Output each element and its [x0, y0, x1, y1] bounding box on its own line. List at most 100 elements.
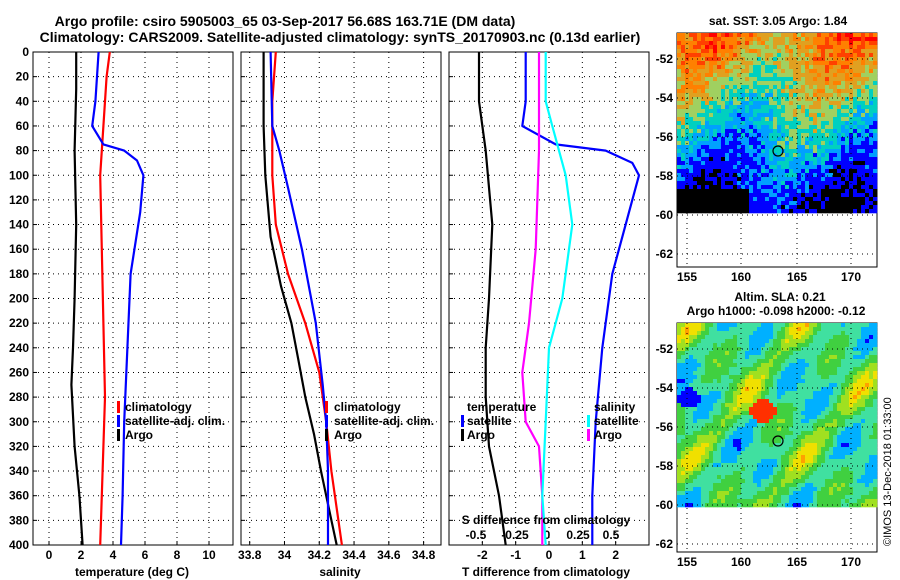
- heatmap-cell: [685, 359, 690, 364]
- heatmap-cell: [701, 197, 706, 202]
- heatmap-cell: [777, 85, 782, 90]
- heatmap-cell: [857, 89, 862, 94]
- heatmap-cell: [713, 165, 718, 170]
- heatmap-cell: [705, 157, 710, 162]
- heatmap-cell: [745, 327, 750, 332]
- heatmap-cell: [789, 455, 794, 460]
- heatmap-cell: [801, 205, 806, 210]
- heatmap-cell: [713, 189, 718, 194]
- heatmap-cell: [813, 105, 818, 110]
- heatmap-cell: [753, 483, 758, 488]
- heatmap-cell: [857, 439, 862, 444]
- heatmap-cell: [765, 169, 770, 174]
- heatmap-cell: [861, 443, 866, 448]
- heatmap-cell: [785, 323, 790, 328]
- heatmap-cell: [717, 427, 722, 432]
- heatmap-cell: [841, 347, 846, 352]
- heatmap-cell: [693, 109, 698, 114]
- heatmap-cell: [869, 73, 874, 78]
- heatmap-cell: [773, 331, 778, 336]
- heatmap-cell: [801, 403, 806, 408]
- heatmap-cell: [849, 375, 854, 380]
- heatmap-cell: [829, 173, 834, 178]
- heatmap-cell: [833, 197, 838, 202]
- heatmap-cell: [849, 439, 854, 444]
- heatmap-cell: [725, 49, 730, 54]
- heatmap-cell: [825, 173, 830, 178]
- heatmap-cell: [713, 407, 718, 412]
- heatmap-cell: [841, 343, 846, 348]
- heatmap-cell: [777, 157, 782, 162]
- heatmap-cell: [857, 411, 862, 416]
- heatmap-cell: [713, 65, 718, 70]
- heatmap-cell: [869, 331, 874, 336]
- heatmap-cell: [785, 499, 790, 504]
- x-tick-label: 34.6: [377, 548, 401, 562]
- heatmap-cell: [797, 117, 802, 122]
- heatmap-cell: [693, 483, 698, 488]
- heatmap-cell: [749, 69, 754, 74]
- heatmap-cell: [713, 355, 718, 360]
- heatmap-cell: [869, 189, 874, 194]
- heatmap-cell: [773, 193, 778, 198]
- heatmap-cell: [701, 205, 706, 210]
- heatmap-cell: [709, 189, 714, 194]
- heatmap-cell: [825, 65, 830, 70]
- heatmap-cell: [873, 89, 878, 94]
- heatmap-cell: [829, 93, 834, 98]
- heatmap-cell: [785, 193, 790, 198]
- temperature-y-ticks: 0204060801001201401601802002202402602803…: [9, 45, 29, 552]
- heatmap-cell: [781, 113, 786, 118]
- heatmap-cell: [749, 133, 754, 138]
- heatmap-cell: [777, 125, 782, 130]
- heatmap-cell: [693, 45, 698, 50]
- series-line-t-argo: [477, 52, 507, 546]
- heatmap-cell: [713, 177, 718, 182]
- heatmap-cell: [853, 347, 858, 352]
- heatmap-cell: [817, 189, 822, 194]
- heatmap-cell: [761, 205, 766, 210]
- heatmap-cell: [801, 335, 806, 340]
- heatmap-cell: [785, 133, 790, 138]
- heatmap-cell: [713, 193, 718, 198]
- heatmap-cell: [781, 447, 786, 452]
- heatmap-cell: [801, 331, 806, 336]
- heatmap-cell: [785, 37, 790, 42]
- heatmap-cell: [753, 451, 758, 456]
- heatmap-cell: [809, 399, 814, 404]
- heatmap-cell: [749, 447, 754, 452]
- heatmap-cell: [853, 113, 858, 118]
- heatmap-cell: [809, 459, 814, 464]
- heatmap-cell: [809, 181, 814, 186]
- heatmap-cell: [833, 419, 838, 424]
- heatmap-cell: [689, 185, 694, 190]
- heatmap-cell: [725, 343, 730, 348]
- heatmap-cell: [793, 471, 798, 476]
- heatmap-cell: [749, 383, 754, 388]
- heatmap-cell: [797, 323, 802, 328]
- heatmap-cell: [857, 73, 862, 78]
- heatmap-cell: [821, 407, 826, 412]
- heatmap-cell: [869, 141, 874, 146]
- heatmap-cell: [865, 407, 870, 412]
- heatmap-cell: [857, 69, 862, 74]
- heatmap-cell: [745, 161, 750, 166]
- heatmap-cell: [773, 375, 778, 380]
- heatmap-cell: [793, 153, 798, 158]
- heatmap-cell: [853, 209, 858, 214]
- heatmap-cell: [817, 503, 822, 508]
- heatmap-cell: [825, 209, 830, 214]
- heatmap-cell: [837, 335, 842, 340]
- heatmap-cell: [833, 157, 838, 162]
- heatmap-cell: [865, 411, 870, 416]
- heatmap-cell: [717, 371, 722, 376]
- heatmap-cell: [817, 355, 822, 360]
- heatmap-cell: [797, 331, 802, 336]
- heatmap-cell: [777, 65, 782, 70]
- heatmap-cell: [705, 475, 710, 480]
- heatmap-cell: [861, 185, 866, 190]
- heatmap-cell: [689, 177, 694, 182]
- heatmap-cell: [677, 499, 682, 504]
- heatmap-cell: [761, 471, 766, 476]
- heatmap-cell: [865, 343, 870, 348]
